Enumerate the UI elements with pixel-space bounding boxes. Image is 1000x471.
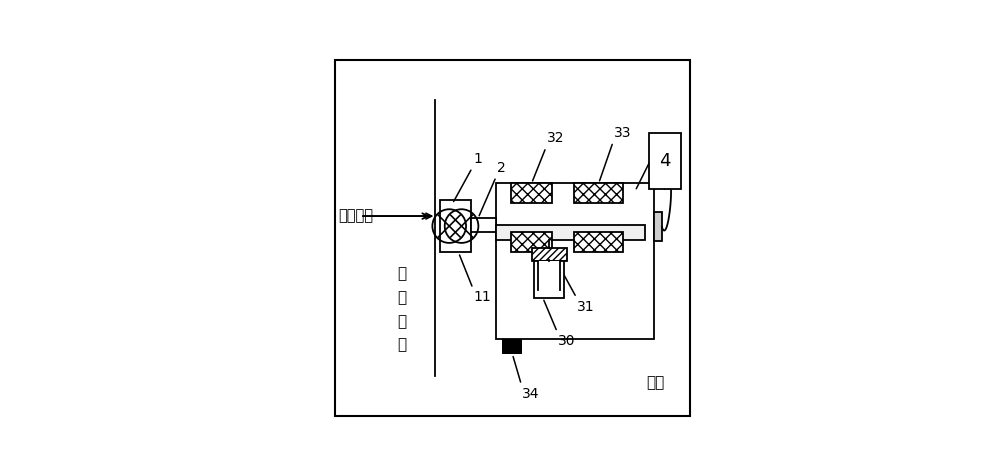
Bar	[511, 183, 552, 203]
Bar	[534, 261, 564, 298]
Bar	[511, 232, 552, 252]
Bar	[654, 212, 662, 242]
Text: 34: 34	[522, 387, 540, 400]
Bar	[649, 133, 681, 189]
Bar	[574, 183, 623, 203]
Bar	[496, 183, 654, 340]
Text: 4: 4	[659, 152, 671, 170]
Text: 陷: 陷	[397, 290, 406, 305]
Bar	[471, 218, 496, 232]
Text: 工件: 工件	[647, 375, 665, 390]
Text: 30: 30	[558, 334, 576, 348]
Text: 1: 1	[473, 152, 482, 166]
Text: 31: 31	[577, 300, 595, 314]
Bar	[538, 261, 560, 291]
Text: 方: 方	[397, 314, 406, 329]
Bar	[532, 248, 567, 261]
Bar	[496, 225, 645, 240]
Text: 振动方向: 振动方向	[338, 209, 373, 224]
Bar	[574, 232, 623, 252]
Text: 3: 3	[654, 139, 663, 153]
Text: 33: 33	[614, 126, 631, 140]
Text: 缺: 缺	[397, 267, 406, 282]
Bar	[502, 340, 522, 354]
Text: 向: 向	[397, 337, 406, 352]
Text: 2: 2	[497, 161, 506, 175]
Bar	[440, 200, 471, 252]
Text: 32: 32	[547, 131, 564, 146]
Text: 11: 11	[474, 291, 491, 304]
